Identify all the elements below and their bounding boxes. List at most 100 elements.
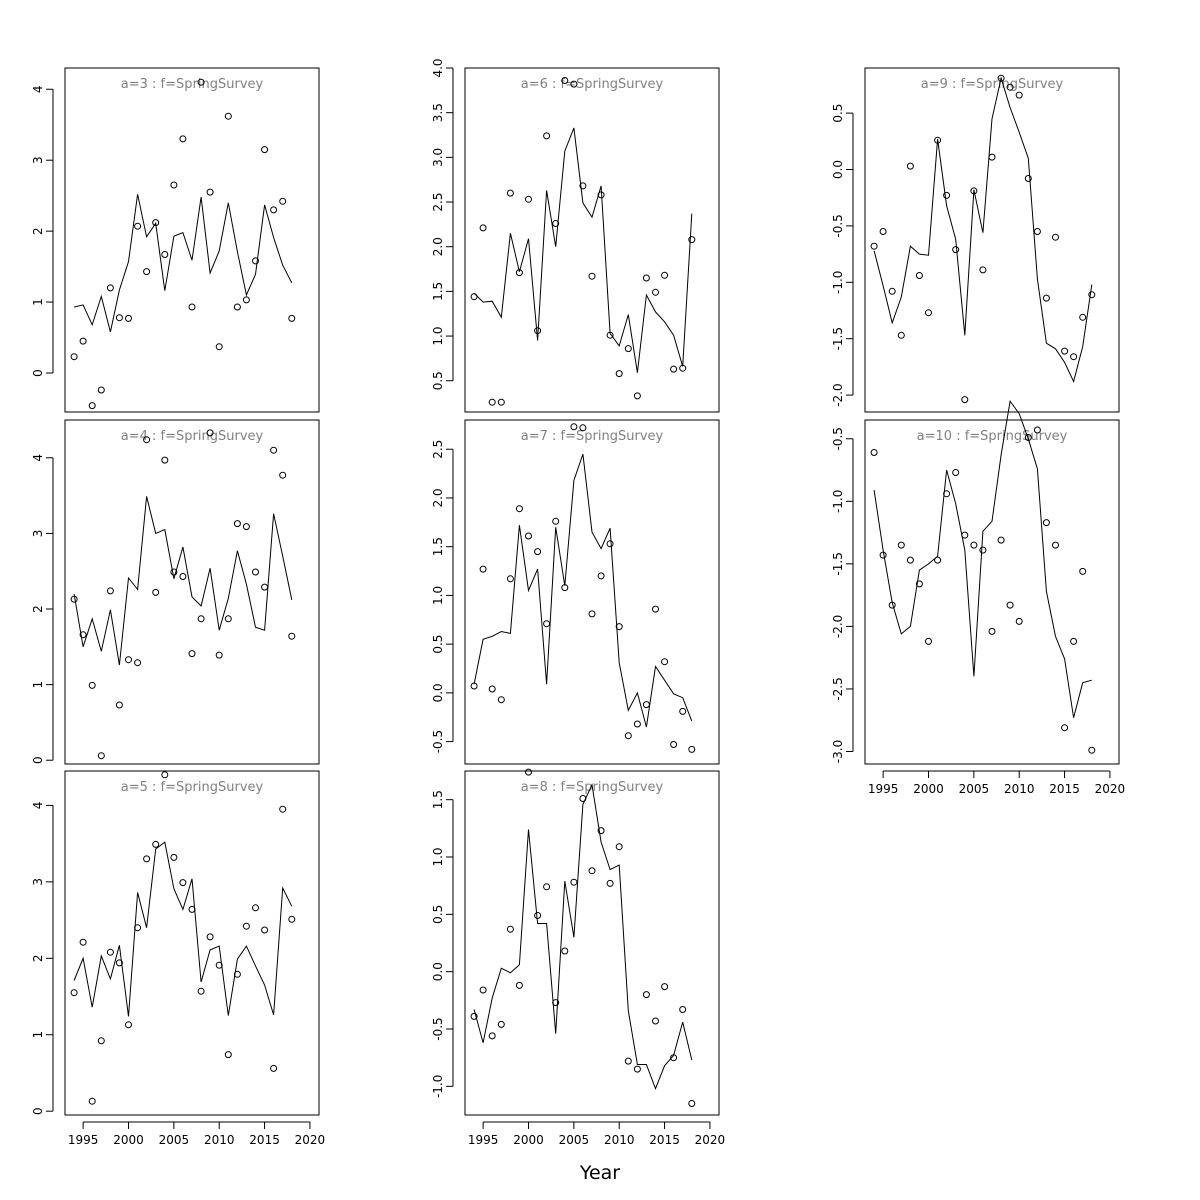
observed-point	[661, 271, 669, 279]
observed-point	[179, 573, 187, 580]
panel-title: a=9 : f=SpringSurvey	[921, 77, 1064, 92]
observed-point	[79, 631, 87, 639]
y-tick-label: -1.0	[831, 271, 845, 294]
observed-point	[97, 752, 105, 760]
panel-title: a=4 : f=SpringSurvey	[121, 429, 264, 444]
observed-point	[624, 345, 632, 353]
observed-point	[633, 720, 641, 728]
observed-point	[670, 1054, 678, 1062]
panel-title: a=10 : f=SpringSurvey	[917, 429, 1068, 444]
observed-point	[97, 1037, 105, 1045]
observed-point	[897, 541, 905, 549]
observed-point	[279, 471, 287, 479]
observed-point	[115, 314, 123, 322]
observed-point	[279, 805, 287, 813]
observed-point	[525, 195, 532, 203]
observed-point	[879, 228, 887, 235]
observed-point	[615, 843, 623, 851]
y-tick-label: 1	[31, 1031, 45, 1039]
observed-point	[606, 331, 614, 339]
observed-point	[997, 74, 1005, 82]
observed-point	[579, 424, 587, 432]
panel-6: a=10 : f=SpringSurvey -3.0 -2.5 -2.0 -1.5 -1.…	[831, 399, 1125, 796]
observed-point	[97, 386, 105, 394]
y-tick-label: 4	[31, 802, 45, 810]
observed-point	[1061, 724, 1069, 732]
plot-frame	[64, 770, 320, 1116]
y-tick-label: 1.5	[431, 282, 445, 301]
observed-point	[143, 855, 151, 863]
observed-point	[606, 879, 614, 887]
y-tick-label: -1.0	[431, 1075, 445, 1098]
observed-point	[125, 314, 132, 322]
y-tick-label: 0	[31, 756, 45, 764]
observed-point	[888, 601, 896, 609]
x-tick-label: 2005	[559, 1133, 590, 1147]
x-tick-label: 2020	[295, 1133, 326, 1147]
observed-point	[215, 651, 223, 659]
plot-frame	[464, 770, 720, 1116]
x-tick-label: 2010	[604, 1133, 635, 1147]
observed-point	[1033, 426, 1041, 434]
fitted-line	[473, 127, 693, 373]
panel-title: a=7 : f=SpringSurvey	[521, 429, 664, 444]
y-tick-label: -2.5	[831, 677, 845, 700]
observed-point	[242, 922, 250, 930]
observed-point	[970, 541, 978, 549]
observed-point	[88, 681, 96, 689]
observed-point	[288, 915, 296, 923]
fitted-line	[473, 453, 693, 728]
observed-point	[488, 685, 496, 693]
y-tick-label: 4	[31, 454, 45, 462]
observed-point	[652, 288, 659, 296]
observed-point	[588, 272, 596, 280]
observed-point	[552, 517, 560, 525]
observed-point	[661, 658, 669, 666]
observed-point	[270, 206, 278, 214]
x-tick-label: 2015	[649, 1133, 680, 1147]
observed-point	[670, 741, 678, 748]
observed-point	[1015, 617, 1023, 625]
observed-point	[915, 580, 923, 588]
observed-point	[1079, 567, 1087, 575]
x-tick-label: 2015	[249, 1133, 280, 1147]
observed-point	[1033, 228, 1041, 235]
observed-point	[961, 396, 969, 404]
observed-point	[497, 1020, 505, 1028]
observed-point	[570, 878, 578, 886]
y-tick-label: 0	[31, 1107, 45, 1115]
observed-point	[1088, 291, 1096, 299]
y-tick-label: 1.0	[431, 327, 445, 346]
x-tick-label: 1995	[68, 1133, 99, 1147]
y-tick-label: 3	[31, 156, 45, 164]
y-tick-label: 2	[31, 605, 45, 613]
observed-point	[642, 701, 650, 709]
observed-point	[115, 701, 123, 709]
x-tick-label: 1995	[868, 782, 899, 796]
observed-point	[252, 568, 259, 576]
observed-point	[606, 540, 614, 548]
y-tick-label: 1.5	[431, 790, 445, 809]
observed-point	[188, 303, 196, 311]
y-tick-label: 4	[31, 85, 45, 93]
x-axis-label: Year	[579, 1162, 620, 1184]
y-tick-label: 0	[31, 369, 45, 377]
observed-point	[125, 656, 132, 664]
plot-frame	[864, 419, 1120, 765]
observed-point	[515, 269, 523, 277]
observed-point	[79, 938, 87, 946]
observed-point	[1070, 637, 1078, 645]
panel-title: a=3 : f=SpringSurvey	[121, 77, 264, 92]
y-tick-label: 2	[31, 954, 45, 962]
panel-3: a=9 : f=SpringSurvey -2.0 -1.5 -1.0 -0.5 0.0 0…	[831, 67, 1120, 413]
observed-point	[252, 257, 259, 265]
observed-point	[688, 1100, 696, 1107]
observed-point	[1088, 746, 1096, 754]
observed-point	[870, 242, 878, 250]
x-tick-label: 2000	[913, 782, 944, 796]
observed-point	[552, 220, 560, 227]
observed-point	[561, 947, 569, 955]
y-tick-label: 1	[31, 681, 45, 689]
y-tick-label: -2.0	[831, 615, 845, 638]
